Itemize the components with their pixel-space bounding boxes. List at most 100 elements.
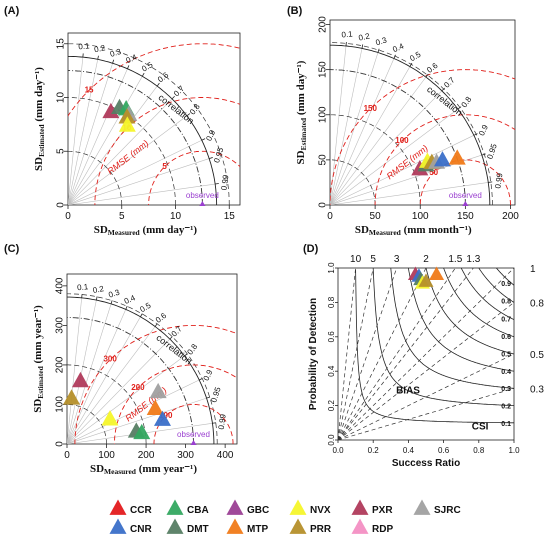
x-tick-label: 0.8 (473, 446, 485, 455)
observed-label: observed (177, 430, 210, 439)
correlation-label: 0.2 (93, 43, 106, 54)
data-point-mtp (429, 266, 445, 281)
correlation-tick (110, 300, 113, 305)
y-axis-title-main: SD (32, 399, 44, 413)
correlation-label: 0.99 (493, 172, 504, 189)
correlation-tick (361, 44, 364, 49)
x-tick-label: 100 (412, 211, 429, 222)
correlation-ray (67, 379, 200, 444)
csi-curve (443, 268, 514, 338)
csi-curve (460, 268, 514, 320)
bias-title: BIAS (396, 386, 420, 397)
bias-line (338, 302, 514, 440)
clipped-area (338, 268, 514, 440)
y-axis-title-sub: Estimated (299, 117, 308, 150)
correlation-tick (140, 313, 143, 317)
csi-curve (355, 269, 514, 424)
y-tick-label: 200 (55, 356, 66, 373)
correlation-tick (377, 48, 380, 53)
plot-frame (67, 32, 241, 206)
legend-item-cnr: CNR (109, 518, 152, 535)
correlation-label: 0.3 (375, 35, 389, 47)
bias-line (338, 268, 514, 440)
rmse-arc (74, 324, 237, 444)
y-tick-label: 0.0 (327, 434, 336, 446)
csi-label: 0.2 (501, 403, 511, 410)
bias-line (338, 353, 514, 440)
csi-label: 0.1 (501, 421, 511, 428)
bias-line (338, 268, 356, 440)
x-axis-title-unit: (mm day⁻¹) (140, 224, 198, 236)
y-tick-label: 5 (56, 148, 67, 154)
data-point-cnr (153, 410, 171, 426)
csi-label: 0.9 (501, 281, 511, 288)
correlation-label: 0.3 (107, 288, 121, 300)
correlation-label: 0.4 (125, 52, 139, 65)
data-point-mtp (146, 399, 164, 415)
bias-top-label: 10 (350, 254, 362, 265)
y-axis-title: SDEstimated (mm day⁻¹) (33, 67, 46, 171)
rmse-arc (68, 43, 240, 117)
correlation-label: 0.99 (219, 174, 230, 191)
rmse-arc (330, 69, 515, 205)
bias-top-label: 1.5 (448, 254, 462, 265)
legend-item-cba: CBA (166, 499, 209, 516)
sd-arc (68, 97, 176, 205)
correlation-ray (68, 115, 188, 205)
x-tick-label: 15 (224, 211, 236, 222)
panel-label: (C) (4, 243, 20, 255)
legend-swatch (289, 499, 307, 515)
csi-curve (390, 268, 514, 389)
x-axis-title-unit: (mm year⁻¹) (136, 463, 197, 475)
correlation-tick (212, 422, 217, 424)
correlation-ray (68, 63, 113, 205)
correlation-ray (67, 355, 185, 444)
y-axis-title: SDEstimated (mm day⁻¹) (295, 60, 308, 164)
legend-swatch (413, 499, 431, 515)
legend-item-dmt: DMT (166, 518, 209, 535)
correlation-tick (473, 133, 478, 136)
legend-label: DMT (187, 524, 209, 535)
legend-item-gbc: GBC (226, 499, 269, 516)
bias-top-label: 5 (370, 254, 376, 265)
rmse-label: 50 (429, 168, 438, 177)
clipped-area (330, 42, 515, 205)
correlation-tick (209, 157, 213, 159)
csi-curve (425, 268, 514, 355)
legend-swatch (166, 518, 184, 534)
legend-label: CBA (187, 505, 209, 516)
data-point-pxr (71, 371, 89, 388)
legend-item-pxr: PXR (351, 499, 393, 516)
legend-swatch (351, 499, 369, 515)
observed-label: observed (186, 191, 219, 200)
correlation-label: 0.3 (109, 47, 123, 59)
correlation-tick (125, 305, 128, 310)
correlation-title: correlation (425, 84, 464, 118)
rmse-label: 15 (85, 85, 94, 94)
plot-frame (66, 273, 238, 445)
x-tick-label: 200 (138, 450, 155, 461)
rmse-arc (94, 97, 240, 205)
x-tick-label: 0.2 (368, 446, 380, 455)
bias-top-label: 3 (394, 254, 400, 265)
correlation-tick (184, 353, 188, 357)
bias-top-label: 2 (423, 254, 429, 265)
clipped-area (68, 43, 240, 205)
correlation-tick (441, 87, 445, 92)
observed-marker (199, 201, 206, 206)
y-axis-title-unit: (mm year⁻¹) (32, 305, 44, 366)
correlation-ray (67, 300, 97, 444)
correlation-ray (330, 76, 427, 205)
correlation-label: 0.4 (123, 293, 137, 306)
legend-label: PRR (310, 524, 332, 535)
legend-swatch (351, 518, 369, 534)
legend: CCR CBA GBC NVX PXR SJRC CNR DMT MTP PRR RDP (109, 499, 461, 535)
data-point-mtp (448, 149, 466, 165)
correlation-label: 0.5 (408, 50, 423, 64)
correlation-arc (67, 296, 215, 444)
correlation-label: 0.95 (209, 385, 223, 403)
x-axis-title-unit: (mm month⁻¹) (401, 224, 472, 236)
correlation-tick (457, 106, 462, 110)
sd-arc (68, 70, 203, 205)
correlation-ray (330, 135, 474, 205)
